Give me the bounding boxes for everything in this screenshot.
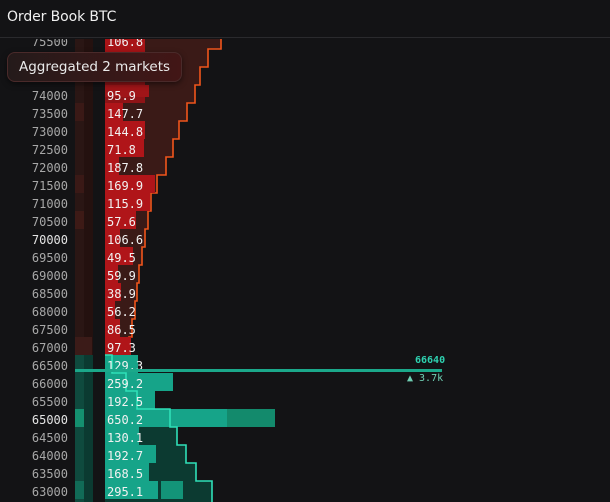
ask-price: 73500 — [31, 107, 68, 121]
bid-qty: 130.1 — [107, 431, 144, 445]
ask-qty: 147.7 — [107, 107, 144, 121]
ask-price: 72000 — [31, 161, 68, 175]
ask-qty: 59.9 — [107, 269, 136, 283]
ask-price: 67000 — [31, 341, 68, 355]
ask-row[interactable]: 71000 115.9 — [0, 195, 610, 213]
ask-qty: 106.6 — [107, 233, 144, 247]
ask-qty: 56.2 — [107, 305, 136, 319]
ask-qty: 57.6 — [107, 215, 136, 229]
bid-qty: 295.1 — [107, 485, 144, 499]
bid-bars — [105, 355, 275, 499]
ask-row[interactable]: 69000 59.9 — [0, 267, 610, 285]
panel-title: Order Book BTC — [7, 9, 117, 25]
bid-qty: 192.7 — [107, 449, 144, 463]
ask-row[interactable]: 68500 38.9 — [0, 285, 610, 303]
bid-qty: 168.5 — [107, 467, 144, 481]
order-book[interactable]: 75500 106.8 74000 95.9 73500 147.7 73000… — [0, 39, 610, 502]
ask-row[interactable]: 75500 106.8 — [0, 39, 610, 51]
ask-row[interactable]: 72000 187.8 — [0, 159, 610, 177]
ask-price: 74000 — [31, 89, 68, 103]
bid-qty: 192.5 — [107, 395, 144, 409]
bid-depth-line — [105, 354, 213, 502]
ask-row[interactable]: 68000 56.2 — [0, 303, 610, 321]
ask-qty: 38.9 — [107, 287, 136, 301]
ask-price: 71500 — [31, 179, 68, 193]
ask-qty: 97.3 — [107, 341, 136, 355]
ask-qty: 95.9 — [107, 89, 136, 103]
bid-price: 65500 — [31, 395, 68, 409]
ask-qty: 187.8 — [107, 161, 144, 175]
ask-row[interactable]: 71500 169.9 — [0, 177, 610, 195]
ask-row[interactable]: 72500 71.8 — [0, 141, 610, 159]
bid-row[interactable]: 65000 650.2 — [0, 411, 610, 429]
bid-qty: 259.2 — [107, 377, 144, 391]
ask-qty: 49.5 — [107, 251, 136, 265]
aggregation-tooltip: Aggregated 2 markets — [7, 52, 183, 82]
bid-price: 64500 — [31, 431, 68, 445]
bid-heatmap — [75, 355, 93, 502]
bid-price: 63500 — [31, 467, 68, 481]
bid-price: 64000 — [31, 449, 68, 463]
depth-chart — [75, 39, 275, 502]
ask-qty: 86.5 — [107, 323, 136, 337]
ask-qty: 115.9 — [107, 197, 144, 211]
ask-price: 69000 — [31, 269, 68, 283]
mid-price-line — [75, 369, 442, 372]
ask-row[interactable]: 70000 106.6 — [0, 231, 610, 249]
bid-qty: 650.2 — [107, 413, 144, 427]
bid-price: 66500 — [31, 359, 68, 373]
ask-price: 69500 — [31, 251, 68, 265]
ask-qty: 106.8 — [107, 39, 144, 49]
ask-row[interactable]: 67500 86.5 — [0, 321, 610, 339]
ask-depth-area — [105, 39, 221, 355]
ask-row[interactable]: 73500 147.7 — [0, 105, 610, 123]
ask-row[interactable]: 67000 97.3 — [0, 339, 610, 357]
bid-row[interactable]: 65500 192.5 — [0, 393, 610, 411]
bid-row[interactable]: 63500 168.5 — [0, 465, 610, 483]
ask-heatmap — [75, 39, 93, 355]
bid-row[interactable]: 64500 130.1 — [0, 429, 610, 447]
ask-row[interactable]: 70500 57.6 — [0, 213, 610, 231]
ask-bars — [105, 39, 155, 355]
bid-row[interactable]: 66500 129.3 — [0, 357, 610, 375]
panel-header: Order Book BTC — [0, 0, 610, 38]
ask-price: 72500 — [31, 143, 68, 157]
ask-price: 73000 — [31, 125, 68, 139]
ask-price: 70500 — [31, 215, 68, 229]
bid-qty: 129.3 — [107, 359, 144, 373]
ask-row[interactable]: 74000 95.9 — [0, 87, 610, 105]
ask-row[interactable]: 69500 49.5 — [0, 249, 610, 267]
ask-price: 68000 — [31, 305, 68, 319]
ask-price: 68500 — [31, 287, 68, 301]
ask-price: 70000 — [31, 233, 68, 247]
bid-price: 66000 — [31, 377, 68, 391]
ask-price: 75500 — [31, 39, 68, 49]
ask-qty: 144.8 — [107, 125, 144, 139]
bid-row[interactable]: 66000 259.2 — [0, 375, 610, 393]
ask-row[interactable]: 73000 144.8 — [0, 123, 610, 141]
mid-price-label: 66640 — [415, 355, 446, 366]
mid-delta-label: ▲ 3.7k — [407, 373, 444, 384]
bid-price: 63000 — [31, 485, 68, 499]
ask-qty: 71.8 — [107, 143, 136, 157]
bid-row[interactable]: 64000 192.7 — [0, 447, 610, 465]
bid-price: 65000 — [31, 413, 68, 427]
ask-qty: 169.9 — [107, 179, 144, 193]
ask-price: 67500 — [31, 323, 68, 337]
bid-row[interactable]: 63000 295.1 — [0, 483, 610, 501]
ask-price: 71000 — [31, 197, 68, 211]
